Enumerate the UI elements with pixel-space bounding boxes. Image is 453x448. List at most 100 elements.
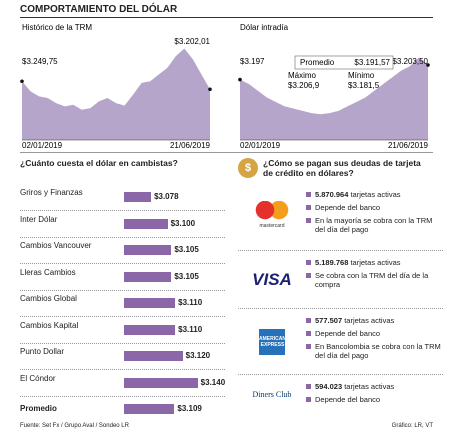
bar (124, 324, 176, 335)
brand-logo: AMERICAN EXPRESS (259, 329, 286, 355)
value-label: $3.140 (200, 377, 226, 387)
bullet: 594.023 tarjetas activas (306, 382, 441, 391)
bar-row: Griros y Finanzas $3.078 (20, 184, 225, 211)
bullet-text: En Bancolombia se cobra con la TRM del d… (315, 342, 441, 360)
category-label: Promedio (20, 404, 57, 413)
bullet-text: Depende del banco (315, 395, 381, 404)
bar (124, 218, 168, 229)
rule (20, 17, 433, 18)
bullet-text: Se cobra con la TRM del día de la compra (315, 271, 429, 289)
annotation: $3.197 (240, 57, 265, 66)
items: 577.507 tarjetas activas Depende del banc… (306, 316, 441, 364)
bar-row: Cambios Vancouver $3.105 (20, 237, 225, 264)
category-label: Inter Dólar (20, 214, 58, 224)
bullet-count: 5.189.768 (315, 258, 349, 267)
x-tick-label: 21/06/2019 (170, 141, 211, 150)
annotation: $3.202,01 (174, 37, 210, 46)
card-row: Diners Club 594.023 tarjetas activas Depen… (238, 376, 443, 412)
value-label: $3.120 (185, 351, 211, 360)
bar (124, 351, 183, 361)
chart-title: Dólar intradía (240, 23, 289, 32)
bullet: Depende del banco (306, 329, 441, 338)
value-label: $3.105 (174, 271, 199, 281)
bullet: 5.870.964 tarjetas activas (306, 190, 441, 199)
bullet-count: 594.023 (315, 382, 343, 391)
category-label: Cambios Vancouver (20, 241, 92, 250)
bullet-count: 5.870.964 (315, 190, 349, 199)
area (22, 48, 210, 141)
bullet-text: tarjetas activas (344, 382, 395, 391)
x-tick-label: 02/01/2019 (240, 141, 281, 150)
bar (124, 298, 176, 308)
category-label: Punto Dollar (20, 347, 65, 356)
card-row: VISA 5.189.768 tarjetas activas Se cobra c… (238, 252, 443, 309)
bullet: Depende del banco (306, 203, 441, 212)
bullet-text: Depende del banco (315, 203, 381, 212)
end-dot (426, 63, 430, 67)
brand-logo: Diners Club (252, 389, 292, 399)
bar (124, 377, 198, 388)
annotation: $3.249,75 (22, 57, 58, 66)
value-label: $3.110 (178, 324, 203, 334)
stat-value: $3.181,5 (348, 81, 380, 90)
top-charts: Histórico de la TRM 02/01/2019 21/06/2019 $… (20, 23, 430, 150)
bullet-text: tarjetas activas (350, 258, 401, 267)
bullet-text: tarjetas activas (350, 190, 401, 199)
category-label: El Cóndor (20, 373, 56, 383)
stat-value: $3.191,57 (354, 58, 390, 67)
bullet: En la mayoría se cobra con la TRM del dí… (306, 216, 441, 234)
x-tick-label: 02/01/2019 (22, 141, 63, 150)
bullet: Se cobra con la TRM del día de la compra (306, 271, 441, 289)
logo: AMERICAN EXPRESS (242, 310, 302, 374)
credit: Gráfico: LR, VT (391, 423, 433, 429)
bullet-text: En la mayoría se cobra con la TRM del dí… (315, 216, 433, 234)
stat-value: $3.206,9 (288, 81, 320, 90)
card-row: mastercard 5.870.964 tarjetas activas Depe… (238, 184, 443, 251)
title: COMPORTAMIENTO DEL DÓLAR (20, 4, 178, 15)
bullet-count: 577.507 (315, 316, 343, 325)
bullet-text: tarjetas activas (344, 316, 395, 325)
x-tick-label: 21/06/2019 (388, 141, 429, 150)
bar-row: Lleras Cambios $3.105 (20, 264, 225, 291)
bar (124, 404, 175, 414)
category-label: Cambios Global (20, 294, 77, 303)
stat-label: Máximo (288, 71, 317, 80)
bar (124, 271, 172, 282)
end-dot (208, 87, 212, 92)
rule (20, 152, 433, 153)
stat-label: Mínimo (348, 71, 375, 80)
bar-row: Inter Dólar $3.100 (20, 211, 225, 238)
brand-logo: mastercard (243, 201, 301, 233)
value-label: $3.100 (170, 218, 196, 228)
items: 5.870.964 tarjetas activas Depende del ba… (306, 190, 441, 238)
bar-title: ¿Cuánto cuesta el dólar en cambistas? (20, 158, 178, 168)
source: Fuente: Set Fx / Grupo Aval / Sondeo LR (20, 423, 129, 429)
bar (124, 192, 152, 202)
bar (124, 245, 172, 255)
category-label: Cambios Kapital (20, 320, 79, 330)
value-label: $3.110 (178, 298, 203, 307)
end-dot (20, 79, 24, 84)
bullet-text: Depende del banco (315, 329, 381, 338)
bar-row: Promedio $3.109 (20, 396, 225, 422)
bullet: 5.189.768 tarjetas activas (306, 258, 441, 267)
bar-row: Cambios Kapital $3.110 (20, 317, 225, 344)
bar-row: El Cóndor $3.140 (20, 370, 225, 397)
items: 5.189.768 tarjetas activas Se cobra con l… (306, 258, 441, 293)
bullet: 577.507 tarjetas activas (306, 316, 441, 325)
chart-title: Histórico de la TRM (22, 23, 92, 32)
cards-title: ¿Cómo se pagan sus deudas de tarjeta de … (263, 158, 421, 178)
logo: VISA (242, 252, 302, 308)
annotation: $3.203,50 (392, 57, 428, 66)
logo: mastercard (242, 184, 302, 250)
bullet: En Bancolombia se cobra con la TRM del d… (306, 342, 441, 360)
coin-icon: $ (238, 158, 258, 178)
stat-label: Promedio (300, 58, 335, 67)
items: 594.023 tarjetas activas Depende del banc… (306, 382, 441, 408)
card-row: AMERICAN EXPRESS 577.507 tarjetas activas… (238, 310, 443, 375)
area (240, 57, 428, 140)
end-dot (238, 77, 242, 82)
bullet: Depende del banco (306, 395, 441, 404)
stats-box (294, 55, 394, 70)
